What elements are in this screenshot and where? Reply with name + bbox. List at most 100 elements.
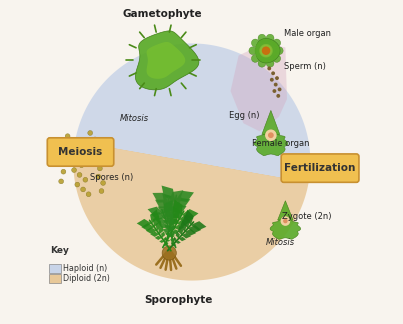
Polygon shape [169,218,175,228]
Polygon shape [178,226,183,235]
Circle shape [101,180,106,185]
Circle shape [251,55,259,62]
Circle shape [258,34,266,42]
Polygon shape [291,162,308,180]
Text: Gametophyte: Gametophyte [123,9,203,19]
Circle shape [72,168,77,172]
Polygon shape [170,219,179,224]
Polygon shape [146,227,157,234]
Circle shape [79,163,84,168]
Polygon shape [169,190,183,202]
Polygon shape [182,233,191,238]
Text: Haploid (n): Haploid (n) [63,264,108,272]
Text: Zygote (2n): Zygote (2n) [282,212,332,221]
Polygon shape [259,44,273,57]
Polygon shape [172,240,173,241]
Circle shape [273,39,280,47]
Circle shape [266,59,274,67]
Polygon shape [185,229,196,236]
Polygon shape [174,198,190,208]
Polygon shape [185,210,194,225]
Polygon shape [162,186,175,200]
Text: Diploid (2n): Diploid (2n) [63,274,110,283]
Circle shape [274,83,278,87]
Polygon shape [169,248,170,249]
Polygon shape [172,231,174,236]
Circle shape [273,55,280,62]
Text: Fertilization: Fertilization [285,163,356,173]
Polygon shape [166,240,167,241]
Circle shape [62,150,67,155]
Polygon shape [170,212,179,219]
Polygon shape [188,225,202,233]
Polygon shape [141,223,154,231]
Polygon shape [173,200,183,215]
Circle shape [60,140,64,145]
Polygon shape [137,219,152,228]
Polygon shape [158,206,170,214]
Polygon shape [191,221,206,230]
Polygon shape [172,229,180,234]
Circle shape [64,160,69,164]
Circle shape [283,219,288,223]
Polygon shape [168,219,174,227]
Polygon shape [164,237,167,241]
Circle shape [86,192,91,197]
Polygon shape [164,224,169,229]
Circle shape [267,66,271,70]
Polygon shape [73,141,309,281]
Polygon shape [168,234,172,236]
Circle shape [258,59,266,67]
Circle shape [70,142,75,147]
Circle shape [162,246,177,260]
Circle shape [275,47,283,54]
Polygon shape [168,233,172,236]
Polygon shape [179,237,186,241]
Polygon shape [173,205,187,213]
Text: Female organ: Female organ [251,139,309,148]
Polygon shape [166,213,173,223]
Circle shape [276,94,280,98]
Polygon shape [172,212,183,219]
Circle shape [272,89,276,93]
Circle shape [266,34,274,42]
Polygon shape [254,130,288,156]
Polygon shape [135,31,199,90]
Circle shape [278,87,282,91]
Polygon shape [170,225,174,231]
Polygon shape [163,209,172,218]
Polygon shape [173,238,175,240]
Polygon shape [169,197,182,208]
Circle shape [260,45,272,56]
Circle shape [61,169,66,174]
Text: Meiosis: Meiosis [58,147,103,157]
Text: Sperm (n): Sperm (n) [284,62,326,71]
Circle shape [270,78,274,82]
Polygon shape [176,231,180,238]
Polygon shape [172,233,175,236]
Circle shape [96,174,101,179]
Polygon shape [166,231,170,237]
Polygon shape [75,43,310,183]
Polygon shape [159,223,168,228]
Circle shape [255,40,277,62]
Polygon shape [160,213,170,219]
Circle shape [67,153,72,158]
Polygon shape [170,212,177,224]
Polygon shape [168,225,172,232]
Polygon shape [177,219,189,227]
Circle shape [77,172,82,177]
Polygon shape [172,245,176,247]
Circle shape [98,166,102,171]
Polygon shape [75,147,91,166]
Polygon shape [155,217,166,224]
Polygon shape [171,242,173,245]
Polygon shape [166,234,172,237]
Polygon shape [164,216,170,224]
Polygon shape [169,226,175,230]
Circle shape [280,216,290,226]
Polygon shape [155,236,162,240]
Polygon shape [147,207,163,216]
Polygon shape [158,226,163,234]
Circle shape [92,161,97,166]
